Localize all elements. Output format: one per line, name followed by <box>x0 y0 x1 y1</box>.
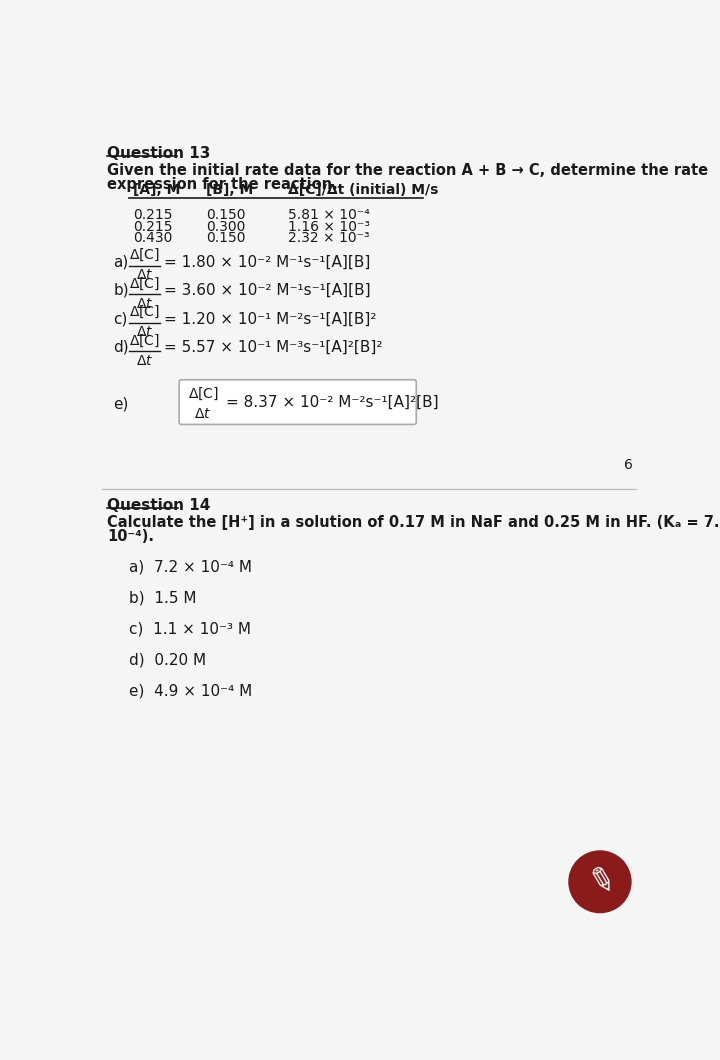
Text: = 1.80 × 10⁻² M⁻¹s⁻¹[A][B]: = 1.80 × 10⁻² M⁻¹s⁻¹[A][B] <box>164 254 371 269</box>
Text: b)  1.5 M: b) 1.5 M <box>129 590 197 605</box>
Text: a)  7.2 × 10⁻⁴ M: a) 7.2 × 10⁻⁴ M <box>129 560 252 575</box>
Text: 10⁻⁴).: 10⁻⁴). <box>107 529 154 544</box>
Text: 0.215: 0.215 <box>132 219 172 233</box>
Text: $\Delta$[C]: $\Delta$[C] <box>129 276 160 292</box>
Text: = 3.60 × 10⁻² M⁻¹s⁻¹[A][B]: = 3.60 × 10⁻² M⁻¹s⁻¹[A][B] <box>164 283 371 298</box>
Text: = 5.57 × 10⁻¹ M⁻³s⁻¹[A]²[B]²: = 5.57 × 10⁻¹ M⁻³s⁻¹[A]²[B]² <box>164 340 383 355</box>
Text: Δ[C]/Δt (initial) M/s: Δ[C]/Δt (initial) M/s <box>287 182 438 196</box>
Text: $\Delta t$: $\Delta t$ <box>194 407 212 421</box>
Text: Question 14: Question 14 <box>107 498 210 513</box>
Text: Question 13: Question 13 <box>107 146 210 161</box>
Text: ✎: ✎ <box>582 862 618 901</box>
Text: $\Delta t$: $\Delta t$ <box>135 297 153 311</box>
Text: $\Delta$[C]: $\Delta$[C] <box>129 247 160 264</box>
Text: c): c) <box>113 312 127 326</box>
Text: d): d) <box>113 340 129 355</box>
Text: $\Delta$[C]: $\Delta$[C] <box>129 333 160 349</box>
Text: = 1.20 × 10⁻¹ M⁻²s⁻¹[A][B]²: = 1.20 × 10⁻¹ M⁻²s⁻¹[A][B]² <box>164 312 377 326</box>
Text: a): a) <box>113 254 128 269</box>
Text: c)  1.1 × 10⁻³ M: c) 1.1 × 10⁻³ M <box>129 621 251 637</box>
Text: 0.215: 0.215 <box>132 208 172 222</box>
Text: 2.32 × 10⁻³: 2.32 × 10⁻³ <box>287 231 369 245</box>
Text: 0.150: 0.150 <box>206 208 246 222</box>
Text: [B], M: [B], M <box>206 182 253 196</box>
Text: Given the initial rate data for the reaction A + B → C, determine the rate: Given the initial rate data for the reac… <box>107 163 708 178</box>
Text: 1.16 × 10⁻³: 1.16 × 10⁻³ <box>287 219 369 233</box>
Text: Calculate the [H⁺] in a solution of 0.17 M in NaF and 0.25 M in HF. (Kₐ = 7.2 ×: Calculate the [H⁺] in a solution of 0.17… <box>107 515 720 530</box>
Text: $\Delta$[C]: $\Delta$[C] <box>129 304 160 320</box>
Text: e): e) <box>113 396 129 411</box>
Text: $\Delta t$: $\Delta t$ <box>135 268 153 282</box>
Text: e)  4.9 × 10⁻⁴ M: e) 4.9 × 10⁻⁴ M <box>129 683 252 699</box>
Text: $\Delta$[C]: $\Delta$[C] <box>188 386 219 402</box>
Text: expression for the reaction.: expression for the reaction. <box>107 177 338 192</box>
Text: d)  0.20 M: d) 0.20 M <box>129 652 206 668</box>
Text: 6: 6 <box>624 458 632 473</box>
Circle shape <box>569 851 631 913</box>
Text: 0.430: 0.430 <box>132 231 172 245</box>
Text: $\Delta t$: $\Delta t$ <box>135 325 153 339</box>
Text: $\Delta t$: $\Delta t$ <box>135 354 153 368</box>
FancyBboxPatch shape <box>179 379 416 424</box>
Text: [A], M: [A], M <box>132 182 180 196</box>
Text: 5.81 × 10⁻⁴: 5.81 × 10⁻⁴ <box>287 208 369 222</box>
Text: 0.150: 0.150 <box>206 231 246 245</box>
Text: 0.300: 0.300 <box>206 219 246 233</box>
Text: = 8.37 × 10⁻² M⁻²s⁻¹[A]²[B]: = 8.37 × 10⁻² M⁻²s⁻¹[A]²[B] <box>226 394 439 409</box>
Text: b): b) <box>113 283 129 298</box>
